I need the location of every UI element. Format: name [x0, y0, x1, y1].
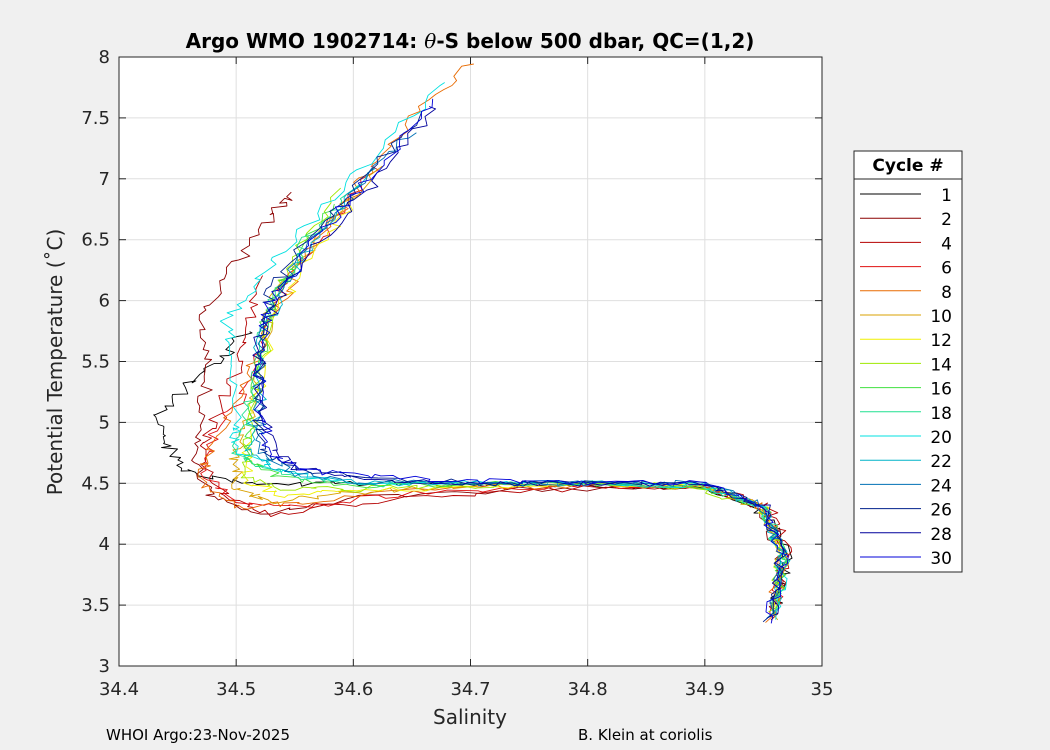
legend-label-4: 4: [941, 234, 952, 254]
footer-left: WHOI Argo:23-Nov-2025: [106, 726, 290, 744]
y-tick-label: 5.5: [81, 352, 110, 373]
legend-label-1: 1: [941, 186, 952, 206]
x-tick-labels: 34.4 34.5 34.6 34.7 34.8 34.9 35: [99, 679, 833, 700]
ticks: [118, 56, 823, 667]
y-tick-label: 4: [99, 534, 110, 555]
x-tick-label: 34.6: [333, 679, 373, 700]
series-line-cycle-20: [219, 82, 788, 620]
legend-label-12: 12: [930, 331, 952, 351]
legend-label-2: 2: [941, 210, 952, 230]
y-tick-label: 3.5: [81, 595, 110, 616]
series-lines: [153, 63, 793, 624]
x-tick-label: 34.4: [99, 679, 139, 700]
x-tick-label: 34.7: [450, 679, 490, 700]
x-tick-label: 34.5: [216, 679, 256, 700]
y-axis-label: Potential Temperature (˚C): [43, 229, 67, 496]
legend-label-8: 8: [941, 283, 952, 303]
legend-label-14: 14: [930, 355, 952, 375]
series-line-cycle-24: [252, 132, 787, 614]
legend-box: [853, 150, 963, 573]
y-tick-label: 3: [99, 656, 110, 677]
legend-label-10: 10: [930, 307, 952, 327]
legend-label-18: 18: [930, 404, 952, 424]
y-tick-label: 5: [99, 412, 110, 433]
y-tick-labels: 3 3.5 4 4.5 5 5.5 6 6.5 7 7.5 8: [81, 47, 110, 677]
legend-label-26: 26: [930, 501, 952, 521]
y-tick-label: 7.5: [81, 108, 110, 129]
legend-label-24: 24: [930, 476, 952, 496]
y-tick-label: 8: [99, 47, 110, 68]
legend-label-28: 28: [930, 525, 952, 545]
legend-label-30: 30: [930, 549, 952, 569]
legend-label-20: 20: [930, 428, 952, 448]
series-line-cycle-1: [153, 331, 793, 604]
legend-label-6: 6: [941, 259, 952, 279]
y-tick-label: 6: [99, 291, 110, 312]
legend-label-16: 16: [930, 380, 952, 400]
x-tick-label: 34.8: [568, 679, 608, 700]
y-tick-label: 6.5: [81, 230, 110, 251]
x-tick-label: 34.9: [685, 679, 725, 700]
x-tick-label: 35: [811, 679, 834, 700]
x-axis-label: Salinity: [433, 705, 507, 729]
y-tick-label: 4.5: [81, 473, 110, 494]
legend-label-22: 22: [930, 452, 952, 472]
series-line-cycle-30: [253, 98, 789, 624]
chart-title: Argo WMO 1902714: θ-S below 500 dbar, QC…: [186, 29, 755, 53]
footer-right: B. Klein at coriolis: [578, 726, 713, 744]
legend-title: Cycle #: [872, 156, 943, 176]
y-tick-label: 7: [99, 169, 110, 190]
